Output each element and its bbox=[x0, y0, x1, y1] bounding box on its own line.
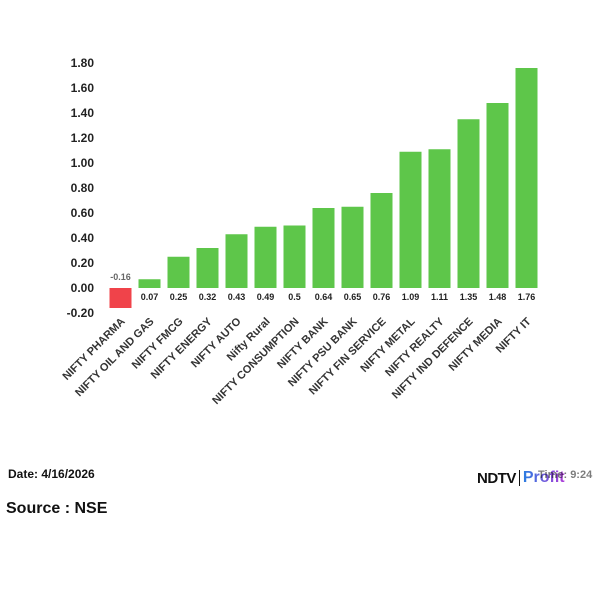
data-label: 1.35 bbox=[460, 292, 478, 302]
source-label: Source : NSE bbox=[6, 500, 108, 517]
bar bbox=[167, 256, 190, 288]
bar bbox=[399, 151, 422, 288]
data-label: 0.65 bbox=[344, 292, 362, 302]
data-label: 0.25 bbox=[170, 292, 188, 302]
data-label: 0.64 bbox=[315, 292, 333, 302]
data-label: 0.5 bbox=[288, 292, 301, 302]
logo-main-text: NDTV bbox=[477, 469, 516, 487]
y-tick-label: 0.60 bbox=[71, 206, 95, 220]
data-label: -0.16 bbox=[110, 272, 131, 282]
logo-separator bbox=[518, 470, 520, 486]
bar bbox=[196, 248, 219, 288]
bar bbox=[109, 288, 132, 308]
bar bbox=[138, 279, 161, 288]
bar bbox=[312, 208, 335, 288]
bar bbox=[370, 193, 393, 288]
y-axis: 1.80 1.60 1.40 1.20 1.00 0.80 0.60 0.40 0.20 0.00… bbox=[67, 56, 95, 320]
ndtv-profit-logo: NDTV Profit bbox=[477, 468, 565, 488]
data-label: 1.48 bbox=[489, 292, 507, 302]
data-label: 0.32 bbox=[199, 292, 217, 302]
y-tick-label: 0.40 bbox=[71, 231, 95, 245]
bar-series: -0.16 0.07 0.25 0.32 0.43 0.49 0.5 0.64 0.65 0.76… bbox=[109, 68, 538, 308]
bar bbox=[254, 226, 277, 288]
y-tick-label: -0.20 bbox=[67, 306, 95, 320]
y-tick-label: 1.80 bbox=[71, 56, 95, 70]
date-label: Date: 4/16/2026 bbox=[8, 467, 95, 481]
y-tick-label: 1.20 bbox=[71, 131, 95, 145]
y-tick-label: 0.20 bbox=[71, 256, 95, 270]
y-tick-label: 1.60 bbox=[71, 81, 95, 95]
data-label: 0.43 bbox=[228, 292, 246, 302]
bar bbox=[225, 234, 248, 288]
bar-chart: 1.80 1.60 1.40 1.20 1.00 0.80 0.60 0.40 0.20 0.00… bbox=[61, 56, 538, 407]
data-label: 0.07 bbox=[141, 292, 159, 302]
bar bbox=[428, 149, 451, 288]
logo-sub-text: Profit bbox=[522, 469, 565, 486]
bar bbox=[341, 206, 364, 288]
data-label: 1.11 bbox=[431, 292, 448, 302]
time-label: Time: 9:24 bbox=[538, 469, 593, 481]
data-label: 0.76 bbox=[373, 292, 391, 302]
data-label: 0.49 bbox=[257, 292, 275, 302]
y-tick-label: 1.40 bbox=[71, 106, 95, 120]
y-tick-label: 0.00 bbox=[71, 281, 95, 295]
bar bbox=[515, 68, 538, 288]
data-label: 1.76 bbox=[518, 292, 536, 302]
y-tick-label: 0.80 bbox=[71, 181, 95, 195]
data-label: 1.09 bbox=[402, 292, 420, 302]
bar bbox=[457, 119, 480, 288]
y-tick-label: 1.00 bbox=[71, 156, 95, 170]
bar bbox=[486, 103, 509, 288]
bar bbox=[283, 225, 306, 288]
